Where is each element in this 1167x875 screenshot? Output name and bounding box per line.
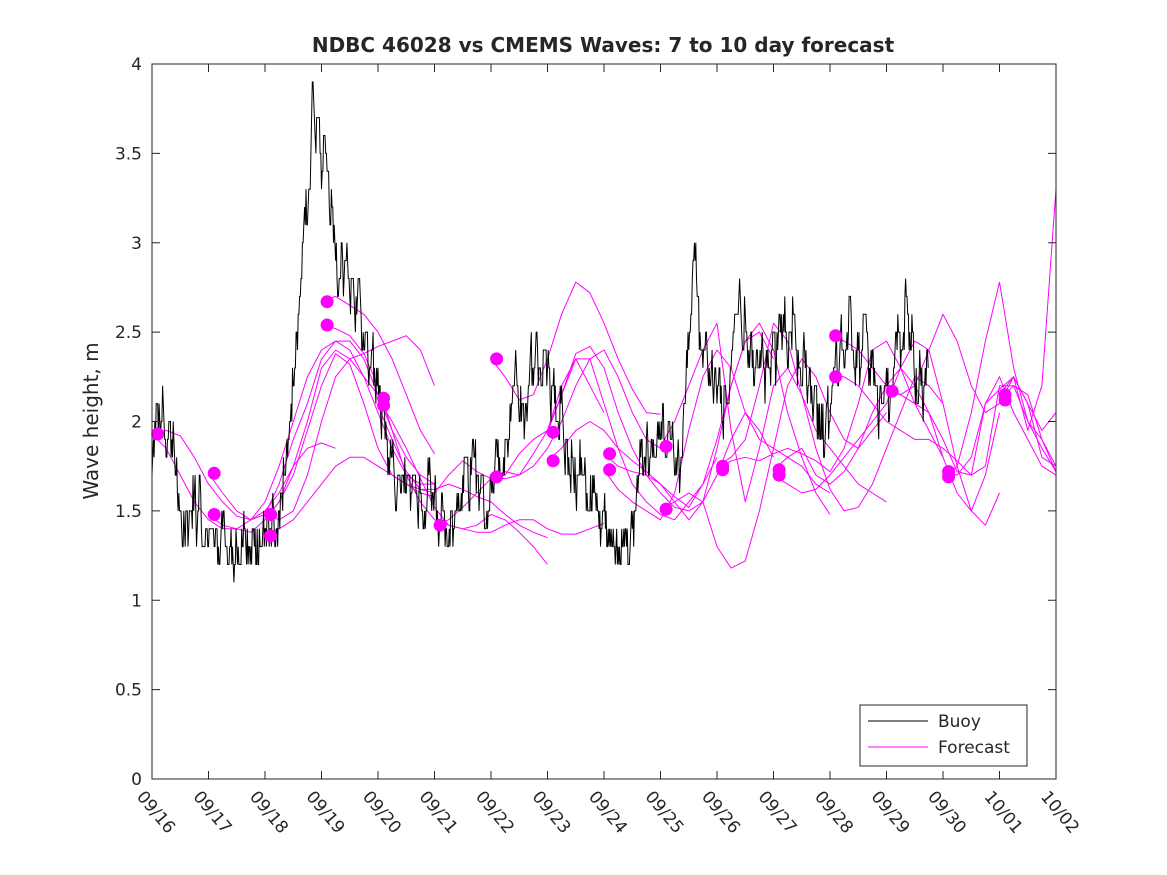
forecast-line-18 bbox=[603, 349, 831, 521]
forecast-marker bbox=[829, 329, 843, 343]
legend-buoy-label: Buoy bbox=[938, 712, 981, 732]
forecast-marker bbox=[603, 447, 617, 461]
forecast-marker bbox=[207, 508, 221, 521]
forecast-line-27 bbox=[886, 376, 1057, 476]
forecast-line-3 bbox=[208, 340, 435, 521]
forecast-marker bbox=[998, 393, 1012, 407]
forecast-marker bbox=[546, 425, 560, 439]
y-axis-ticks: 0 0.5 1 1.5 2 2.5 3 3.5 4 bbox=[115, 55, 1056, 790]
y-tick-label: 2 bbox=[131, 413, 142, 433]
forecast-marker bbox=[490, 352, 504, 366]
y-axis-label: Wave height, m bbox=[79, 342, 103, 499]
forecast-line-19 bbox=[660, 322, 887, 503]
plot-area bbox=[152, 64, 1056, 779]
forecast-line-20 bbox=[660, 358, 887, 569]
forecast-line-8 bbox=[321, 295, 435, 454]
y-tick-label: 3 bbox=[131, 234, 142, 254]
forecast-marker bbox=[433, 518, 447, 532]
forecast-line-6 bbox=[264, 335, 435, 521]
legend-forecast-label: Forecast bbox=[938, 738, 1010, 758]
forecast-marker bbox=[377, 398, 391, 412]
forecast-marker bbox=[490, 470, 504, 484]
forecast-line-28 bbox=[942, 376, 1057, 476]
forecast-marker bbox=[603, 463, 617, 477]
forecast-marker bbox=[716, 463, 730, 477]
forecast-line-10 bbox=[377, 398, 548, 565]
forecast-line-26 bbox=[830, 376, 1057, 476]
forecast-marker bbox=[264, 508, 278, 521]
y-tick-label: 2.5 bbox=[115, 323, 142, 343]
forecast-marker bbox=[659, 440, 673, 453]
forecast-marker bbox=[885, 384, 899, 398]
y-tick-label: 4 bbox=[131, 55, 142, 75]
legend: Buoy Forecast bbox=[859, 704, 1028, 767]
forecast-marker bbox=[546, 454, 560, 468]
forecast-line-13 bbox=[490, 281, 661, 415]
y-tick-label: 0 bbox=[131, 770, 142, 790]
forecast-marker bbox=[207, 466, 221, 480]
forecast-line-12 bbox=[434, 349, 661, 526]
forecast-marker bbox=[942, 470, 956, 484]
forecast-marker bbox=[659, 502, 673, 516]
y-tick-label: 1 bbox=[131, 591, 142, 611]
y-tick-label: 1.5 bbox=[115, 502, 142, 522]
forecast-marker bbox=[264, 529, 278, 543]
y-tick-label: 3.5 bbox=[115, 144, 142, 164]
y-tick-label: 0.5 bbox=[115, 681, 142, 701]
forecast-line-21 bbox=[716, 322, 944, 512]
chart-title: NDBC 46028 vs CMEMS Waves: 7 to 10 day f… bbox=[312, 33, 895, 57]
forecast-marker bbox=[829, 370, 843, 384]
forecast-line-15 bbox=[547, 345, 774, 512]
forecast-marker bbox=[772, 468, 786, 482]
forecast-line-24 bbox=[773, 340, 1000, 526]
forecast-marker bbox=[320, 295, 334, 309]
legend-box bbox=[859, 704, 1028, 767]
marker-layer bbox=[151, 295, 1012, 543]
forecast-line-22 bbox=[716, 340, 944, 473]
buoy-line bbox=[151, 81, 929, 583]
forecast-marker bbox=[320, 318, 334, 332]
forecast-marker bbox=[151, 427, 165, 441]
forecast-line-29 bbox=[942, 281, 1057, 480]
forecast-line-30 bbox=[999, 189, 1057, 431]
forecast-line-17 bbox=[603, 322, 831, 515]
forecast-line-14 bbox=[490, 358, 718, 521]
